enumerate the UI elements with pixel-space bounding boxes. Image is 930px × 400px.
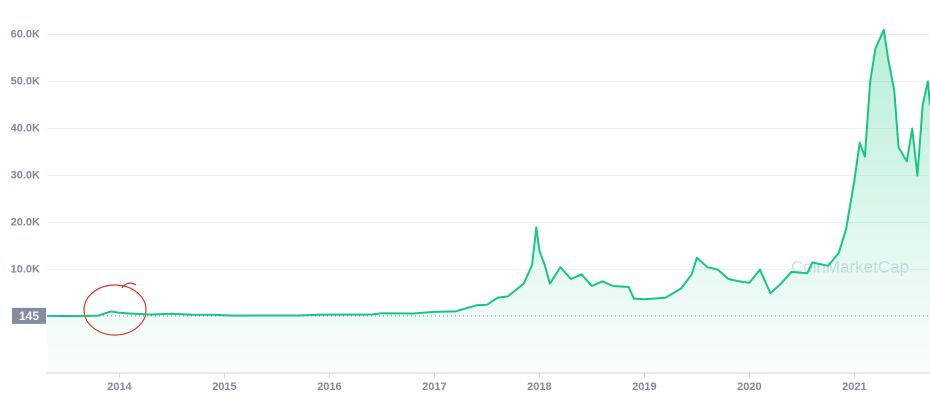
baseline-label: 145 (19, 309, 39, 323)
y-tick-label: 40.0K (11, 122, 40, 134)
x-tick-label: 2017 (422, 381, 446, 393)
baseline-badge (12, 307, 46, 324)
x-tick-label: 2014 (107, 381, 132, 393)
x-tick-label: 2020 (737, 381, 761, 393)
y-tick-label: 10.0K (11, 263, 40, 275)
x-tick-label: 2016 (317, 381, 341, 393)
y-tick-label: 50.0K (11, 75, 40, 87)
x-tick-label: 2018 (527, 381, 551, 393)
hand-drawn-stroke (121, 282, 137, 289)
area-fill (47, 29, 930, 374)
y-tick-label: 60.0K (11, 28, 40, 40)
y-tick-label: 30.0K (11, 169, 40, 181)
x-tick-label: 2019 (632, 381, 656, 393)
price-line (46, 28, 930, 318)
x-tick-label: 2021 (842, 381, 866, 393)
y-tick-label: 20.0K (11, 216, 40, 228)
x-tick-label: 2015 (212, 381, 236, 393)
